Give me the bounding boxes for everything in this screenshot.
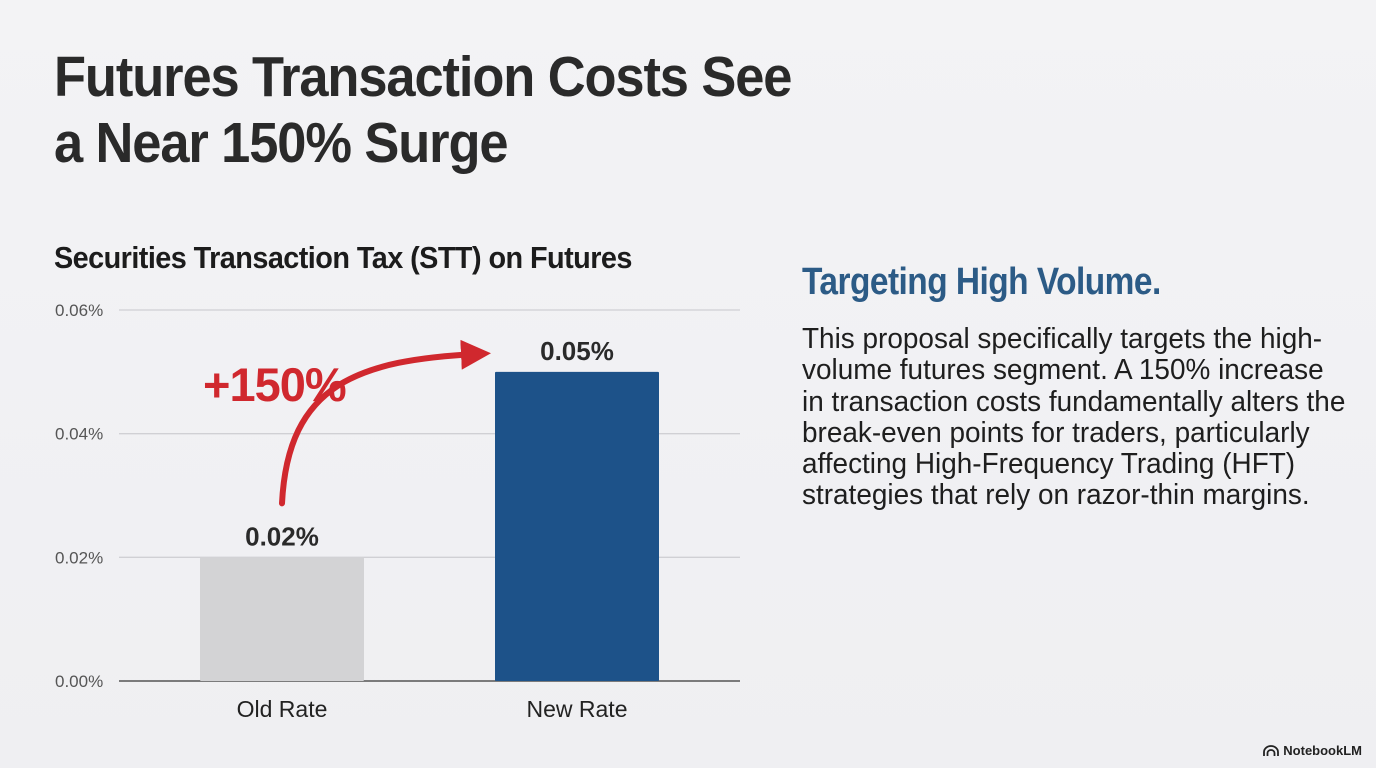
x-tick-label: New Rate (527, 696, 628, 722)
title-line-2: a Near 150% Surge (54, 111, 509, 175)
panel-heading: Targeting High Volume. (802, 261, 1161, 303)
bar-new-rate (495, 371, 659, 681)
notebooklm-logo-icon (1263, 744, 1280, 756)
annotation-layer: +150% (203, 339, 491, 507)
data-label: 0.02% (245, 521, 319, 551)
bar-old-rate (200, 557, 364, 681)
chart-title: Securities Transaction Tax (STT) on Futu… (54, 240, 632, 275)
y-tick-label: 0.00% (55, 672, 103, 691)
y-tick-label: 0.02% (55, 548, 103, 567)
brand-name: NotebookLM (1283, 743, 1362, 758)
title-line-1: Futures Transaction Costs See (54, 45, 792, 109)
panel-body: This proposal specifically targets the h… (802, 323, 1346, 512)
brand-badge: NotebookLM (1263, 743, 1362, 758)
label-layer: 0.00% 0.02% 0.04% 0.06% Old Rate 0.02% New Rat… (55, 301, 627, 722)
data-label: 0.05% (540, 336, 614, 366)
y-tick-label: 0.04% (55, 425, 103, 444)
increase-arrow (279, 339, 491, 507)
bar-chart: 0.00% 0.02% 0.04% 0.06% Old Rate 0.02% New Rat… (55, 301, 740, 722)
page-title: Futures Transaction Costs See a Near 150… (54, 44, 882, 176)
y-tick-label: 0.06% (55, 301, 103, 320)
x-tick-label: Old Rate (237, 696, 328, 722)
bar-layer (200, 371, 659, 681)
increase-annotation: +150% (203, 358, 346, 411)
